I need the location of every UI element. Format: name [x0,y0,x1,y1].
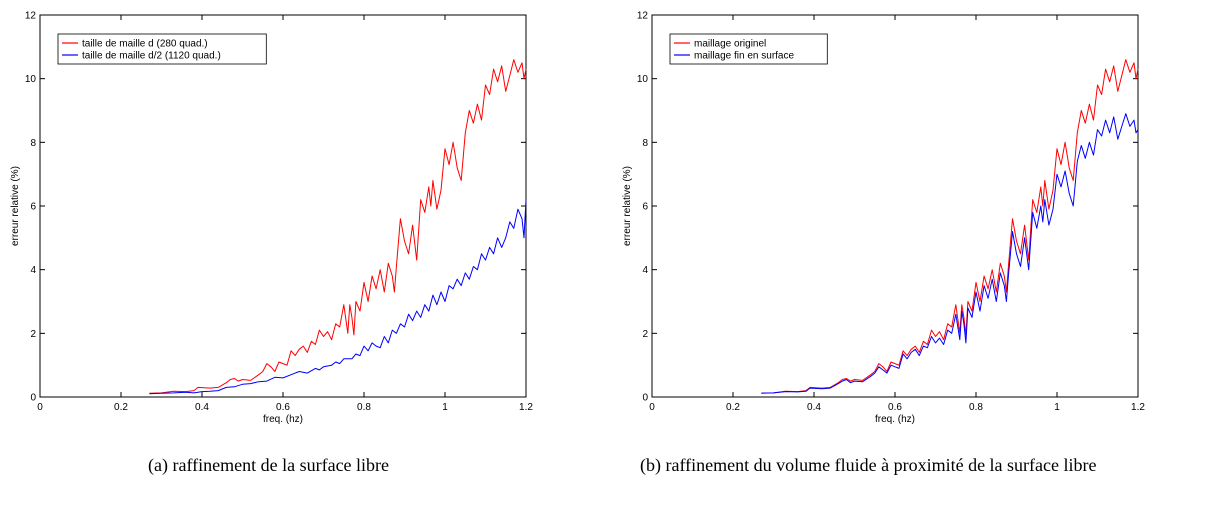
x-axis-label: freq. (hz) [875,414,915,425]
series-line-2 [149,199,527,395]
y-tick-label: 10 [637,74,649,85]
series-line-2 [761,113,1139,394]
y-tick-label: 8 [30,138,36,149]
x-tick-label: 0.8 [357,402,371,413]
y-tick-label: 4 [30,265,36,276]
y-tick-label: 6 [30,202,36,213]
x-tick-label: 1.2 [1131,402,1145,413]
y-tick-label: 6 [642,202,648,213]
legend-entry: maillage fin en surface [694,51,794,62]
y-tick-label: 10 [25,74,37,85]
y-tick-label: 12 [637,11,649,22]
x-tick-label: 0.2 [114,402,128,413]
x-tick-label: 0 [37,402,43,413]
y-tick-label: 2 [30,329,36,340]
x-tick-label: 0.4 [195,402,209,413]
legend [57,33,267,65]
chart-panel-b: 0 0.2 0.4 0.6 0.8 1 1.2 0 2 4 6 8 10 12 freq. (hz) erre… [622,11,1145,426]
x-tick-label: 0.6 [888,402,902,413]
chart-panel-a: 0 0.2 0.4 0.6 0.8 1 1.2 0 2 4 6 8 10 12 freq. (hz) erre… [10,11,533,426]
x-axis-label: freq. (hz) [263,414,303,425]
x-tick-label: 0.8 [969,402,983,413]
caption-a: (a) raffinement de la surface libre [148,455,390,475]
x-tick-label: 0.4 [807,402,821,413]
y-tick-label: 0 [642,393,648,404]
legend-entry: taille de maille d (280 quad.) [82,39,208,50]
y-axis-label: erreur relative (%) [622,166,633,246]
legend-entry: taille de maille d/2 (1120 quad.) [82,51,221,62]
y-axis-label: erreur relative (%) [10,166,21,246]
y-tick-label: 0 [30,393,36,404]
y-tick-label: 4 [642,265,648,276]
caption-b: (b) raffinement du volume fluide à proxi… [640,455,1097,475]
x-tick-label: 0.2 [726,402,740,413]
plot-area [651,14,1139,398]
legend [669,33,828,65]
series-line-1 [149,59,527,394]
x-tick-label: 1 [442,402,448,413]
x-tick-label: 1.2 [519,402,533,413]
x-tick-label: 0 [649,402,655,413]
plot-area [39,14,527,398]
y-tick-label: 2 [642,329,648,340]
y-tick-label: 12 [25,11,37,22]
x-tick-label: 0.6 [276,402,290,413]
y-tick-label: 8 [642,138,648,149]
series-line-1 [761,59,1139,394]
legend-entry: maillage originel [694,39,766,50]
x-tick-label: 1 [1054,402,1060,413]
